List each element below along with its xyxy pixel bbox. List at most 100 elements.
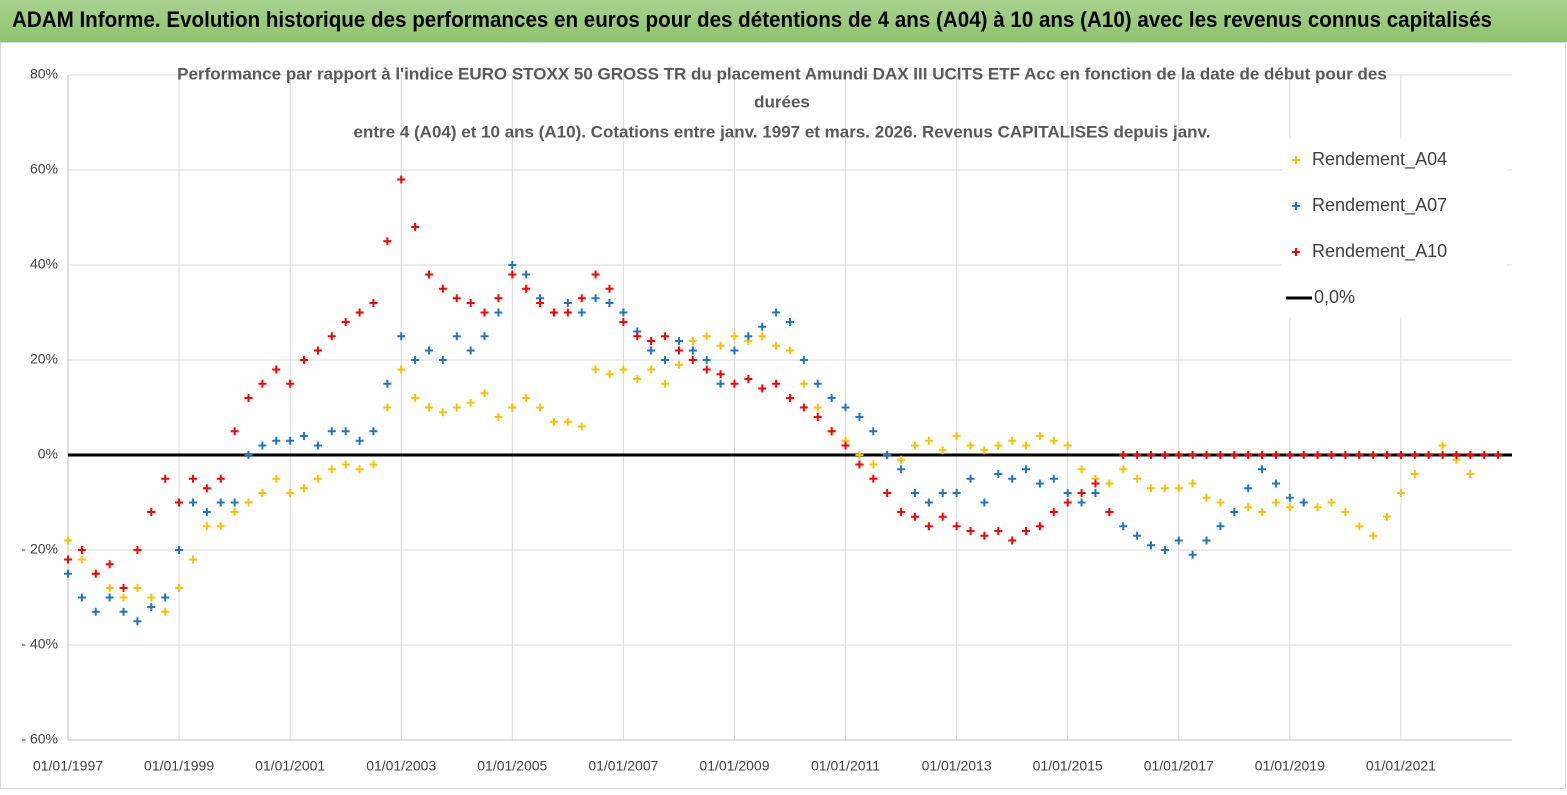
data-point — [661, 332, 670, 341]
data-point — [202, 484, 211, 493]
data-point — [411, 356, 420, 364]
data-point — [1216, 451, 1225, 459]
data-point — [869, 474, 878, 483]
data-point — [549, 308, 558, 317]
data-point — [1271, 479, 1280, 488]
data-point — [813, 413, 822, 421]
data-point — [563, 417, 572, 426]
data-point — [966, 474, 975, 483]
data-point — [77, 546, 86, 554]
data-point — [883, 451, 892, 459]
data-point — [1147, 484, 1155, 493]
data-point — [827, 394, 836, 402]
data-point — [994, 441, 1003, 450]
legend-box — [1282, 138, 1507, 318]
data-point — [216, 522, 225, 531]
data-point — [1466, 451, 1475, 459]
data-point — [452, 403, 461, 412]
data-point — [438, 284, 447, 293]
data-point — [341, 427, 350, 436]
data-point — [1452, 451, 1461, 459]
data-point — [1438, 451, 1447, 459]
chart-title: Performance par rapport à l'indice EURO … — [177, 64, 1387, 83]
data-point — [730, 332, 739, 341]
data-point — [119, 593, 128, 602]
data-point — [1299, 498, 1308, 507]
data-point — [1147, 451, 1155, 459]
data-point — [1480, 451, 1489, 459]
data-point — [494, 308, 503, 317]
data-point — [355, 465, 364, 474]
data-point — [1230, 508, 1239, 516]
y-tick-label: 20% — [30, 351, 58, 367]
data-point — [1258, 465, 1267, 474]
data-point — [910, 489, 919, 497]
data-point — [702, 332, 711, 341]
data-point — [910, 441, 919, 450]
data-point — [577, 308, 586, 317]
data-point — [1244, 503, 1253, 512]
data-point — [494, 294, 503, 303]
data-point — [383, 237, 392, 246]
data-point — [1188, 451, 1197, 459]
data-point — [1438, 441, 1447, 450]
data-point — [1285, 493, 1294, 502]
data-point — [786, 394, 794, 402]
data-point — [1383, 512, 1392, 521]
y-tick-label: 80% — [30, 66, 58, 82]
data-point — [688, 356, 697, 364]
data-point — [1244, 484, 1253, 493]
data-point — [605, 299, 614, 307]
data-point — [952, 432, 961, 440]
data-point — [272, 474, 281, 483]
data-point — [605, 370, 614, 379]
data-point — [133, 617, 142, 626]
data-point — [369, 460, 378, 469]
data-point — [1299, 451, 1308, 459]
data-point — [563, 299, 572, 307]
data-point — [313, 346, 322, 355]
data-point — [869, 460, 878, 469]
data-point — [1341, 451, 1350, 459]
data-point — [425, 346, 433, 355]
x-tick-label: 01/01/2019 — [1255, 758, 1325, 774]
data-point — [619, 308, 628, 317]
data-point — [855, 451, 864, 459]
data-point — [1022, 465, 1031, 474]
data-point — [716, 379, 725, 388]
x-tick-label: 01/01/2013 — [922, 758, 992, 774]
data-point — [1410, 470, 1419, 478]
data-point — [758, 384, 767, 393]
data-point — [1063, 498, 1072, 507]
data-point — [522, 270, 531, 279]
data-point — [452, 294, 461, 303]
data-point — [1119, 465, 1128, 474]
data-point — [966, 527, 975, 535]
data-point — [1202, 493, 1211, 502]
data-point — [855, 413, 864, 421]
data-point — [147, 593, 156, 602]
data-point — [480, 308, 489, 317]
data-point — [369, 299, 378, 307]
data-point — [494, 413, 503, 421]
data-point — [1369, 531, 1378, 540]
data-point — [383, 379, 392, 388]
data-point — [1258, 508, 1267, 516]
data-point — [411, 394, 420, 402]
data-point — [688, 346, 697, 355]
x-tick-label: 01/01/2007 — [588, 758, 658, 774]
data-point — [758, 322, 767, 331]
data-point — [230, 508, 239, 516]
data-point — [397, 332, 406, 341]
data-point — [1285, 503, 1294, 512]
data-point — [397, 175, 406, 184]
data-point — [244, 394, 253, 402]
data-point — [938, 489, 947, 497]
data-point — [64, 555, 72, 564]
data-point — [216, 498, 225, 507]
y-tick-label: 0% — [38, 446, 58, 462]
data-point — [161, 607, 170, 616]
data-point — [1396, 489, 1405, 497]
data-point — [272, 436, 281, 445]
